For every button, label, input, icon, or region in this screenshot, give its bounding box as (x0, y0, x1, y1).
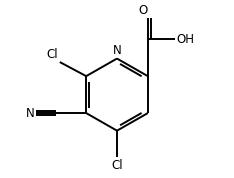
Text: N: N (113, 44, 121, 57)
Text: Cl: Cl (111, 159, 123, 172)
Text: Cl: Cl (46, 48, 58, 61)
Text: N: N (26, 107, 34, 120)
Text: OH: OH (177, 33, 195, 46)
Text: O: O (139, 4, 148, 17)
